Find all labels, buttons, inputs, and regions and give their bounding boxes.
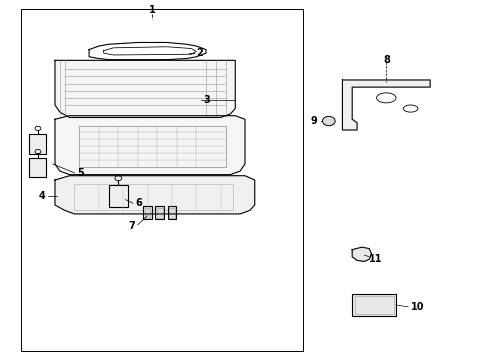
Polygon shape (55, 60, 235, 117)
Text: 1: 1 (149, 5, 156, 15)
Text: 7: 7 (128, 221, 135, 231)
Text: 10: 10 (411, 302, 424, 312)
Bar (74, 184, 233, 210)
Polygon shape (352, 247, 372, 261)
Text: 8: 8 (384, 55, 391, 65)
Bar (145, 207, 150, 217)
Text: 2: 2 (196, 48, 203, 58)
Text: 11: 11 (369, 253, 383, 264)
Text: 9: 9 (310, 116, 317, 126)
Bar (157, 207, 163, 217)
Bar (79, 126, 225, 167)
Text: 3: 3 (203, 95, 210, 105)
Polygon shape (55, 176, 255, 214)
Bar (352, 294, 396, 316)
Ellipse shape (322, 116, 335, 126)
Polygon shape (343, 80, 430, 130)
Bar (109, 185, 128, 207)
Text: 4: 4 (39, 191, 45, 201)
Polygon shape (55, 116, 245, 175)
Bar (155, 206, 164, 219)
Bar (21, 9, 303, 351)
Bar (168, 206, 176, 219)
Bar (29, 158, 47, 177)
Text: 5: 5 (77, 168, 84, 178)
Text: 6: 6 (135, 198, 142, 208)
Bar (29, 134, 47, 154)
Bar (143, 206, 152, 219)
Bar (169, 207, 175, 217)
Bar (355, 296, 393, 314)
